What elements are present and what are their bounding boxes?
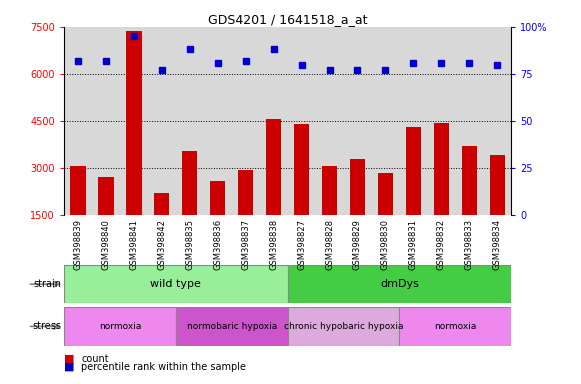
Text: strain: strain: [33, 279, 61, 289]
Bar: [350, 159, 365, 215]
Text: dmDys: dmDys: [380, 279, 419, 289]
Text: normoxia: normoxia: [99, 322, 141, 331]
Bar: [433, 122, 449, 215]
Text: GSM398839: GSM398839: [73, 219, 83, 270]
Bar: [406, 127, 421, 215]
Text: percentile rank within the sample: percentile rank within the sample: [81, 362, 246, 372]
Text: GSM398828: GSM398828: [325, 219, 334, 270]
Text: count: count: [81, 354, 109, 364]
Text: GSM398832: GSM398832: [437, 219, 446, 270]
Bar: [126, 31, 142, 215]
Text: wild type: wild type: [150, 279, 201, 289]
Bar: [490, 156, 505, 215]
Text: GSM398838: GSM398838: [269, 219, 278, 270]
Text: stress: stress: [32, 321, 61, 331]
Bar: [288, 265, 511, 303]
Bar: [462, 146, 477, 215]
Bar: [175, 307, 288, 346]
Bar: [154, 193, 170, 215]
Bar: [294, 124, 309, 215]
Text: normobaric hypoxia: normobaric hypoxia: [187, 322, 277, 331]
Text: ■: ■: [64, 354, 74, 364]
Bar: [70, 166, 85, 215]
Bar: [378, 173, 393, 215]
Bar: [238, 170, 253, 215]
Bar: [210, 180, 225, 215]
Text: GSM398835: GSM398835: [185, 219, 194, 270]
Text: GSM398830: GSM398830: [381, 219, 390, 270]
Title: GDS4201 / 1641518_a_at: GDS4201 / 1641518_a_at: [208, 13, 367, 26]
Text: chronic hypobaric hypoxia: chronic hypobaric hypoxia: [284, 322, 403, 331]
Text: GSM398834: GSM398834: [493, 219, 502, 270]
Text: GSM398833: GSM398833: [465, 219, 474, 270]
Bar: [64, 265, 288, 303]
Bar: [400, 307, 511, 346]
Text: GSM398827: GSM398827: [297, 219, 306, 270]
Text: GSM398841: GSM398841: [130, 219, 138, 270]
Text: GSM398842: GSM398842: [157, 219, 166, 270]
Text: ■: ■: [64, 362, 74, 372]
Text: normoxia: normoxia: [434, 322, 476, 331]
Bar: [64, 307, 175, 346]
Text: GSM398840: GSM398840: [101, 219, 110, 270]
Text: GSM398836: GSM398836: [213, 219, 222, 270]
Text: GSM398831: GSM398831: [409, 219, 418, 270]
Text: GSM398837: GSM398837: [241, 219, 250, 270]
Bar: [182, 151, 198, 215]
Bar: [98, 177, 113, 215]
Text: GSM398829: GSM398829: [353, 219, 362, 270]
Bar: [322, 166, 337, 215]
Bar: [288, 307, 400, 346]
Bar: [266, 119, 281, 215]
